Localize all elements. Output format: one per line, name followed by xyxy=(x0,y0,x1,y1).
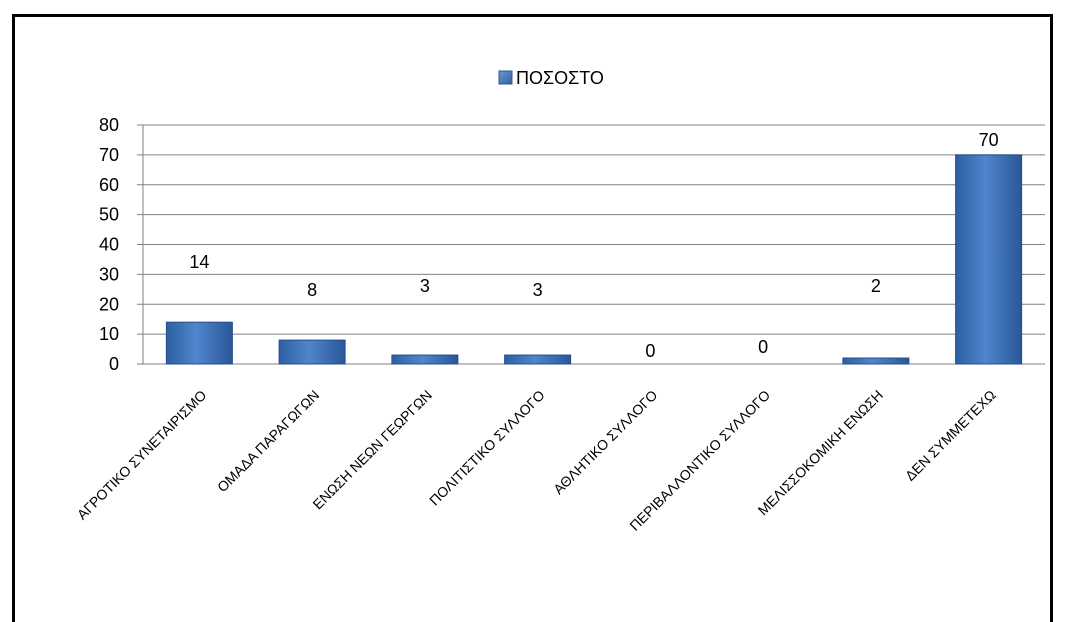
chart-frame xyxy=(12,14,1053,622)
y-tick-label: 0 xyxy=(109,354,119,374)
data-label: 0 xyxy=(645,341,655,361)
y-tick-label: 30 xyxy=(99,264,119,284)
data-label: 2 xyxy=(871,276,881,296)
x-tick-label: ΑΓΡΟΤΙΚΟ ΣΥΝΕΤΑΙΡΙΣΜΟ xyxy=(74,387,210,523)
bar xyxy=(842,357,910,365)
legend-swatch xyxy=(498,70,513,85)
x-tick-label: ΑΘΛΗΤΙΚΟ ΣΥΛΛΟΓΟ xyxy=(550,387,660,497)
y-tick-label: 40 xyxy=(99,235,119,255)
x-tick-label: ΟΜΑΔΑ ΠΑΡΑΓΩΓΩΝ xyxy=(214,387,322,495)
data-label: 70 xyxy=(979,130,999,150)
bar xyxy=(165,321,233,365)
x-tick-label: ΜΕΛΙΣΣΟΚΟΜΙΚΗ ΕΝΩΣΗ xyxy=(755,387,886,518)
bar xyxy=(955,154,1023,365)
y-tick-label: 80 xyxy=(99,115,119,135)
bars xyxy=(165,154,1023,365)
y-tick-label: 10 xyxy=(99,324,119,344)
data-label: 0 xyxy=(758,337,768,357)
data-label: 14 xyxy=(189,252,209,272)
y-tick-label: 50 xyxy=(99,205,119,225)
y-tick-label: 20 xyxy=(99,294,119,314)
y-tick-label: 60 xyxy=(99,175,119,195)
y-axis: 0 10 20 30 40 50 60 70 80 xyxy=(99,115,144,374)
x-tick-label: ΕΝΩΣΗ ΝΕΩΝ ΓΕΩΡΓΩΝ xyxy=(309,387,435,513)
legend: ΠΟΣΟΣΤΟ xyxy=(498,68,604,88)
bar xyxy=(278,339,346,365)
data-label: 3 xyxy=(533,280,543,300)
gridlines xyxy=(137,124,1045,365)
y-tick-label: 70 xyxy=(99,145,119,165)
x-axis: ΑΓΡΟΤΙΚΟ ΣΥΝΕΤΑΙΡΙΣΜΟ ΟΜΑΔΑ ΠΑΡΑΓΩΓΩΝΕΝΩΣ… xyxy=(74,387,999,534)
data-label: 3 xyxy=(420,276,430,296)
data-labels: 14 8 3 3 0 0 2 70 xyxy=(189,130,998,361)
bar xyxy=(391,354,459,365)
legend-label: ΠΟΣΟΣΤΟ xyxy=(516,68,604,88)
data-label: 8 xyxy=(307,280,317,300)
bar xyxy=(504,354,572,365)
x-tick-label: ΠΟΛΙΤΙΣΤΙΚΟ ΣΥΛΛΟΓΟ xyxy=(426,387,548,509)
x-tick-label: ΔΕΝ ΣΥΜΜΕΤΕΧΩ xyxy=(902,387,999,484)
